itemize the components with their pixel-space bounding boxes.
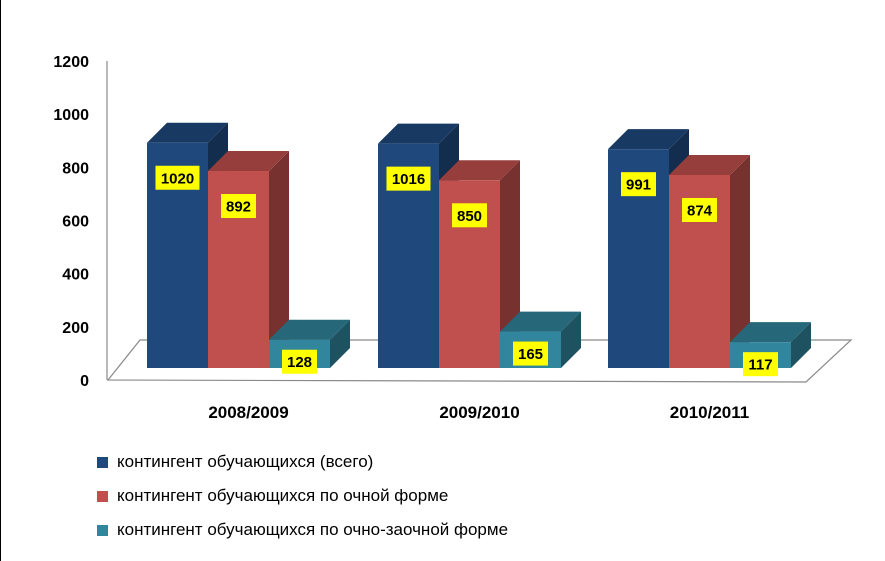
data-label-box [221,194,256,219]
bar-side [269,151,289,368]
data-label-box [682,197,717,222]
legend-item-part-time: контингент обучающихся по очно-заочной ф… [97,520,508,540]
bar-side [730,154,750,368]
data-label: 1016 [392,171,425,188]
legend-item-total: контингент обучающихся (всего) [97,452,508,472]
bar-top [147,122,228,143]
data-label: 874 [687,202,713,219]
legend-item-full-time: контингент обучающихся по очной форме [97,486,508,506]
bar-top [608,129,689,150]
bar-side [561,311,581,368]
bar-top [378,123,459,144]
bar-side [330,319,350,368]
data-label: 165 [518,346,543,363]
data-label: 128 [287,354,312,371]
legend: контингент обучающихся (всего) континген… [97,452,508,554]
y-tick-label: 800 [62,160,89,177]
x-tick-label: 2009/2010 [439,403,519,422]
y-tick-label: 0 [80,373,89,390]
bar-side [500,160,520,368]
legend-label-part-time: контингент обучающихся по очно-заочной ф… [117,520,509,539]
y-tick-label: 1200 [53,54,89,71]
data-label: 117 [748,357,772,374]
y-tick-label: 1000 [53,107,89,124]
data-label-box [386,166,431,191]
legend-swatch-full-time [97,490,108,502]
data-label-box [743,352,778,377]
x-tick-label: 2010/2011 [670,403,749,422]
bar-side [791,322,811,368]
bar-top [269,319,350,340]
x-tick-label: 2008/2009 [208,403,288,422]
y-tick-label: 200 [62,320,89,337]
y-tick-label: 600 [62,214,89,231]
data-label: 1020 [161,170,194,187]
legend-swatch-total [97,456,108,468]
bar-top [500,311,581,332]
bar-top [669,154,750,175]
bar-top [730,322,811,343]
y-tick-label: 400 [62,267,89,284]
data-label: 892 [226,199,251,216]
bar-top [208,151,289,172]
data-label-box [621,172,656,197]
data-label-box [452,203,487,228]
legend-swatch-part-time [97,524,108,536]
data-label: 991 [626,177,651,194]
legend-label-full-time: контингент обучающихся по очной форме [117,486,449,505]
data-label-box [155,165,200,190]
data-label-box [282,349,317,374]
data-label: 850 [457,208,482,225]
data-label-box [513,341,548,366]
bar-top [439,160,520,181]
legend-label-total: контингент обучающихся (всего) [117,452,374,471]
